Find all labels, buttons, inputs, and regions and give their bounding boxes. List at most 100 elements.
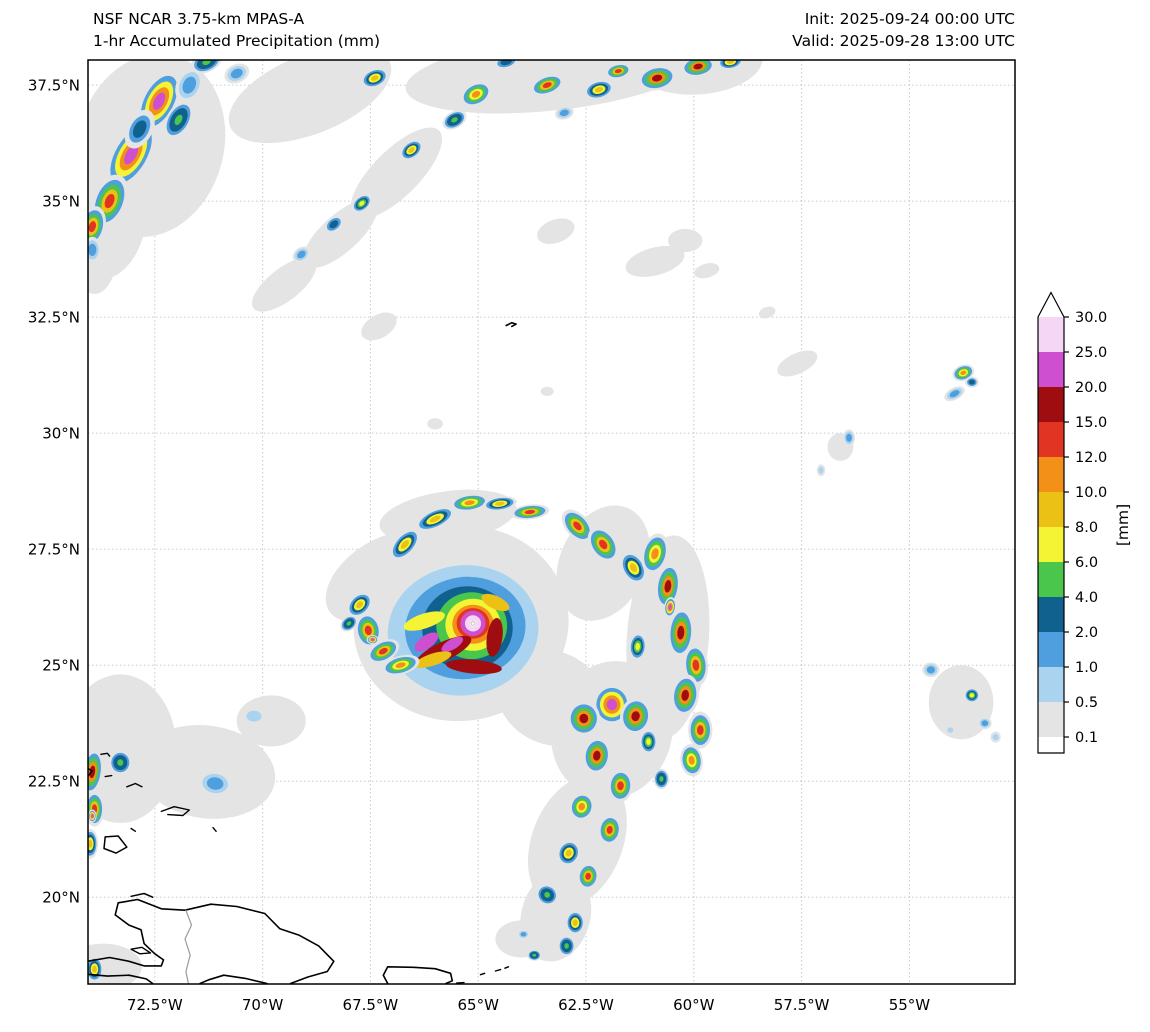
- colorbar-tick-label: 2.0: [1075, 625, 1098, 641]
- precip-cell: [981, 720, 989, 727]
- precip-cell: [651, 548, 659, 560]
- precip-region: [495, 920, 548, 958]
- precip-cell: [364, 625, 372, 636]
- precip-field: [88, 60, 1001, 984]
- precip-region: [302, 199, 378, 269]
- precip-region: [481, 593, 510, 612]
- precip-region: [928, 665, 994, 740]
- colorbar-segment: [1038, 422, 1064, 457]
- precip-cell: [559, 109, 569, 117]
- precip-cell: [726, 60, 734, 64]
- precip-region: [550, 661, 673, 800]
- precip-cell: [329, 220, 339, 229]
- precip-region: [445, 659, 502, 674]
- precip-cell: [174, 114, 183, 126]
- x-tick-label: 57.5°W: [774, 996, 830, 1014]
- colorbar-segment: [1038, 562, 1064, 597]
- precip-cell: [585, 872, 591, 880]
- precip-cell: [947, 727, 954, 733]
- colorbar-segment: [1038, 317, 1064, 352]
- colorbar-tick-label: 6.0: [1075, 555, 1098, 571]
- precip-cell: [651, 74, 663, 82]
- precip-cell: [206, 777, 224, 790]
- y-tick-label: 27.5°N: [28, 541, 80, 559]
- x-tick-label: 60°W: [673, 996, 715, 1014]
- precip-cell: [992, 733, 999, 741]
- x-tick-label: 65°W: [457, 996, 499, 1014]
- colorbar-tick-label: 8.0: [1075, 520, 1098, 536]
- precip-cell: [400, 540, 409, 549]
- precip-cell: [631, 711, 640, 722]
- precip-cell: [629, 563, 637, 573]
- colorbar-over-arrow: [1038, 292, 1064, 317]
- y-tick-label: 32.5°N: [28, 309, 80, 327]
- precip-cell: [668, 604, 672, 610]
- precip-region: [694, 263, 720, 279]
- precip-cell: [818, 466, 824, 474]
- model-title: NSF NCAR 3.75-km MPAS-A: [93, 10, 305, 28]
- precip-cell: [524, 509, 536, 515]
- storm-eye-ring: [470, 620, 476, 626]
- colorbar-segment: [1038, 492, 1064, 527]
- precip-cell: [104, 193, 115, 209]
- precip-cell: [697, 725, 704, 736]
- field-title: 1-hr Accumulated Precipitation (mm): [93, 32, 380, 50]
- coastline-hispaniola-south-coast: [199, 974, 268, 984]
- precip-region: [414, 651, 452, 668]
- precip-cell: [297, 250, 306, 259]
- colorbar-tick-label: 10.0: [1075, 485, 1107, 501]
- precip-cell: [464, 500, 475, 506]
- colorbar-segment: [1038, 387, 1064, 422]
- precip-cell: [677, 625, 685, 640]
- precip-cell: [91, 814, 94, 818]
- y-tick-label: 30°N: [42, 425, 80, 443]
- precip-cell: [544, 892, 551, 898]
- colorbar-segment: [1038, 597, 1064, 632]
- title-block: NSF NCAR 3.75-km MPAS-A 1-hr Accumulated…: [93, 8, 380, 52]
- precip-cell: [614, 69, 622, 74]
- precip-cell: [846, 433, 852, 442]
- precip-cell: [520, 932, 527, 937]
- x-tick-label: 72.5°W: [127, 996, 183, 1014]
- precip-cell: [124, 145, 139, 165]
- colorbar: 0.1 0.5 1.0 2.0 4.0 6.0 8.0 10.0 12.0 15.0 20.0 25.…: [1037, 291, 1107, 754]
- precip-cell: [949, 390, 960, 398]
- x-tick-label: 67.5°W: [343, 996, 399, 1014]
- precip-cell: [451, 117, 458, 123]
- coastline-vieques: [455, 981, 465, 984]
- precip-region: [228, 60, 392, 144]
- precip-cell: [408, 147, 415, 153]
- precip-cell: [88, 839, 93, 848]
- x-tick-label: 70°W: [242, 996, 284, 1014]
- precip-cell: [359, 200, 365, 206]
- precip-cell: [88, 221, 96, 233]
- map-border: [87, 59, 1016, 985]
- precip-cell: [593, 750, 601, 761]
- precip-cell: [693, 63, 703, 70]
- time-block: Init: 2025-09-24 00:00 UTC Valid: 2025-0…: [792, 8, 1015, 52]
- precip-cell: [246, 710, 262, 722]
- colorbar-tick-label: 30.0: [1075, 310, 1107, 326]
- coastline-tortola: [494, 968, 502, 972]
- precip-cell: [471, 90, 481, 98]
- colorbar-tick-label: 20.0: [1075, 380, 1107, 396]
- precip-cell: [495, 501, 505, 506]
- precip-region: [486, 617, 503, 657]
- precip-cell: [429, 515, 441, 523]
- precip-cell: [564, 943, 569, 949]
- precip-cell: [617, 781, 624, 791]
- precip-cell: [646, 738, 651, 745]
- x-tick-label: 62.5°W: [558, 996, 614, 1014]
- precip-cell: [371, 638, 375, 641]
- y-tick-label: 25°N: [42, 657, 80, 675]
- coastline-caicos-islands: [160, 806, 190, 817]
- colorbar-tick-label: 0.5: [1075, 695, 1098, 711]
- precip-region: [414, 632, 439, 652]
- precip-cell: [132, 120, 147, 138]
- precip-cell: [968, 379, 976, 385]
- x-tick-label: 55°W: [889, 996, 931, 1014]
- init-time: Init: 2025-09-24 00:00 UTC: [804, 10, 1015, 28]
- coastline-great-inagua: [103, 835, 128, 854]
- precip-cell: [565, 849, 572, 857]
- valid-time: Valid: 2025-09-28 13:00 UTC: [792, 32, 1015, 50]
